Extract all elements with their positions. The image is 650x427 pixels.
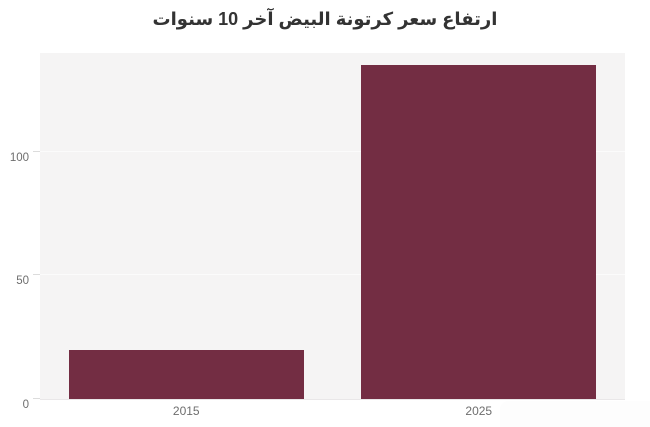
gridline bbox=[40, 150, 625, 152]
bar-2025 bbox=[361, 65, 597, 399]
gridline bbox=[40, 274, 625, 276]
plot-area: 0 50 100 2015 2025 bbox=[10, 53, 625, 418]
y-tick-dash bbox=[33, 274, 40, 276]
y-tick-dash bbox=[33, 150, 40, 152]
x-tick-label: 2015 bbox=[172, 404, 200, 418]
x-tick-label: 2025 bbox=[465, 404, 493, 418]
chart-title: ارتفاع سعر كرتونة البيض آخر 10 سنوات bbox=[152, 9, 498, 29]
y-tick-dash bbox=[33, 398, 40, 399]
bar-2015 bbox=[68, 349, 304, 399]
watermark-area bbox=[500, 401, 650, 427]
